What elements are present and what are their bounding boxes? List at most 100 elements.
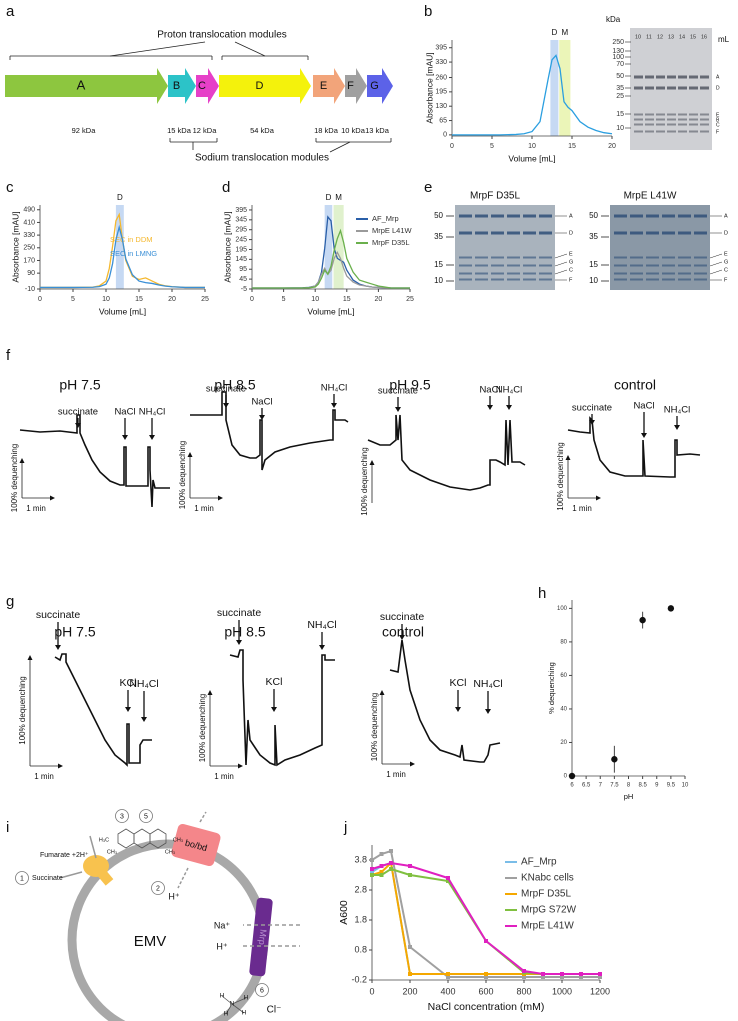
gel-band [662, 272, 675, 275]
arrow-head [455, 707, 461, 712]
marker-label: 10 [589, 276, 598, 285]
ion: Cl⁻ [267, 1005, 282, 1016]
arrow-head [122, 435, 128, 440]
gel-band [662, 214, 675, 218]
addition-label: NaCl [633, 401, 654, 412]
point-marker [408, 873, 412, 877]
point-marker [484, 972, 488, 976]
trace-title: pH 7.5 [54, 624, 95, 640]
y-tick-label: 80 [560, 639, 567, 645]
trace-title: pH 8.5 [214, 377, 255, 393]
gel-band [475, 278, 488, 281]
gel-band [646, 278, 659, 281]
y-tick-label: 260 [435, 74, 447, 81]
arrow-head [369, 460, 375, 465]
arrow-head [50, 495, 55, 501]
band-letter: E [716, 112, 720, 118]
band-letter: C [724, 267, 728, 273]
subunit-mass: 10 kDa [341, 126, 366, 135]
x-tick-label: 5 [71, 296, 75, 303]
elution-band [115, 205, 124, 289]
x-tick-label: 15 [135, 296, 143, 303]
gel-band [656, 86, 665, 90]
gel-band [700, 86, 709, 90]
y-tick-label: 195 [435, 89, 447, 96]
point-marker [379, 870, 384, 874]
scale-label: 1 min [26, 504, 46, 513]
trace [190, 391, 349, 471]
gel-band [694, 214, 707, 218]
y-tick-label: 195 [235, 246, 247, 253]
gel-band [662, 278, 675, 281]
point-marker [446, 879, 450, 883]
band-leader [554, 253, 568, 259]
legend-entry: MrpF D35L [372, 238, 410, 247]
gel-band [507, 272, 520, 275]
subunit-name: E [320, 80, 327, 92]
gel-band [678, 278, 691, 281]
gel-band [689, 86, 698, 90]
subunit-mass: 18 kDa [314, 126, 339, 135]
vesicle-label: EMV [134, 933, 167, 950]
legend-entry: KNabc cells [521, 873, 574, 884]
gel-band [678, 231, 691, 235]
step-number: 5 [144, 813, 148, 820]
gel-band [630, 214, 643, 218]
elution-band [559, 40, 571, 136]
legend-entry: AF_Mrp [372, 214, 399, 223]
point-marker [370, 870, 374, 874]
y-tick-label: 345 [235, 217, 247, 224]
scale-label: 100% dequenching [370, 693, 379, 762]
scale-label: 100% dequenching [198, 694, 207, 763]
bracket [109, 41, 206, 57]
scale-label: 1 min [34, 772, 54, 781]
data-point [667, 605, 675, 612]
trace [367, 414, 526, 491]
flow-arrow [199, 811, 207, 823]
subunit-arrow [196, 68, 219, 104]
gel-band [667, 123, 676, 126]
series-line [40, 224, 205, 289]
point-marker [408, 864, 412, 868]
trace-title: pH 7.5 [59, 377, 100, 393]
subunit-name: G [370, 80, 379, 92]
y-tick-label: 395 [435, 45, 447, 52]
addition-label: succinate [380, 611, 425, 623]
elution-band [550, 40, 559, 136]
subunit-arrow [367, 68, 393, 104]
legend-entry: MrpG S72W [521, 905, 577, 916]
step-badge [139, 809, 153, 823]
scale-label: 100% dequenching [178, 441, 187, 510]
marker-label: 130 [612, 48, 624, 55]
gel-band [678, 214, 691, 218]
arrow-head [187, 452, 193, 457]
trace [54, 653, 152, 767]
gel-band [539, 256, 552, 259]
gel-band [630, 272, 643, 275]
gel-band [539, 278, 552, 281]
lane-label: 11 [646, 34, 652, 40]
x-tick-label: 7.5 [610, 783, 619, 789]
band-letter: D [724, 230, 728, 236]
gel-band [614, 256, 627, 259]
ion: H⁺ [216, 941, 227, 951]
marker-label: 70 [616, 61, 624, 68]
gel-band [630, 231, 643, 235]
band-label: D [326, 193, 332, 202]
addition-label: KCl [450, 677, 467, 689]
band-leader [709, 253, 723, 259]
module-label: Sodium translocation modules [195, 153, 329, 164]
band-letter: F [569, 277, 573, 283]
arrow-head [641, 433, 647, 438]
addition-label: KCl [120, 677, 137, 689]
lane-label: 15 [690, 34, 696, 40]
gel-band [646, 231, 659, 235]
x-tick-label: 9.5 [667, 783, 676, 789]
trace-title: control [382, 624, 424, 640]
y-tick-label: 330 [23, 232, 35, 239]
panel-letter: c [6, 179, 14, 196]
band-letter: A [724, 213, 728, 219]
subunit-name: D [256, 80, 264, 92]
gel-band [656, 75, 665, 79]
gel-band [667, 113, 676, 116]
